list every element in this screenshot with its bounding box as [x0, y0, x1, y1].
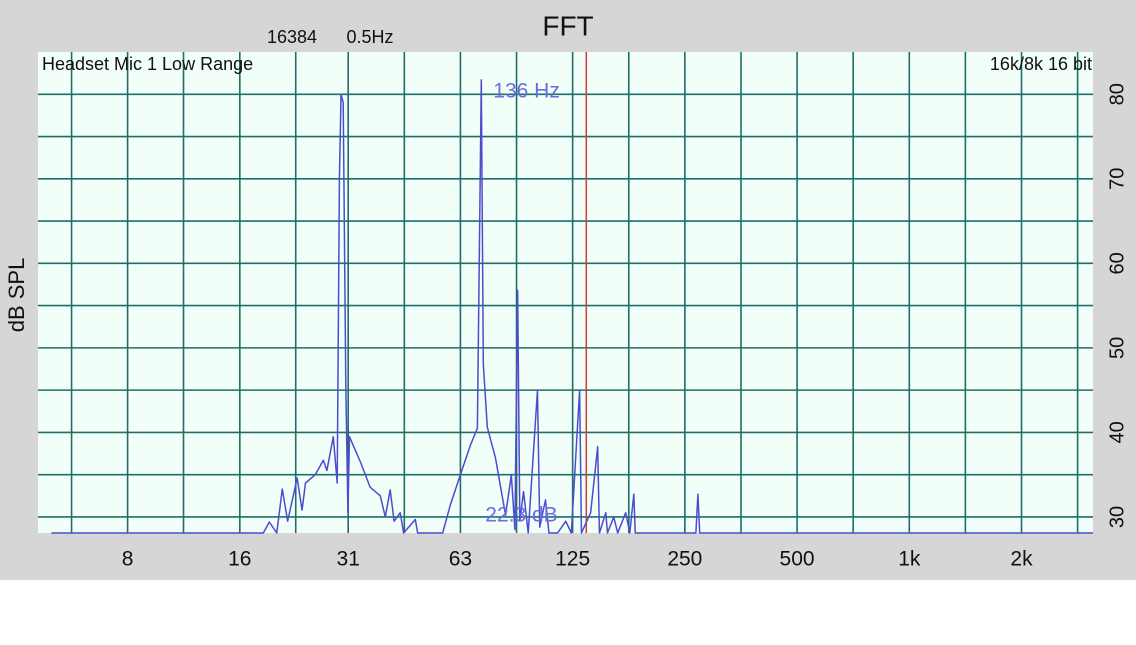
resolution: 0.5Hz — [346, 27, 393, 47]
x-tick-label: 1k — [898, 548, 921, 571]
x-tick-label: 16 — [228, 548, 251, 571]
y-tick-label: 80 — [1106, 83, 1128, 105]
y-axis-label: dB SPL — [4, 258, 29, 333]
x-tick-label: 2k — [1010, 548, 1033, 571]
x-tick-label: 31 — [337, 548, 360, 571]
y-tick-label: 30 — [1106, 506, 1128, 528]
x-tick-label: 500 — [780, 548, 815, 571]
y-tick-label: 50 — [1106, 337, 1128, 359]
x-tick-label: 8 — [122, 548, 134, 571]
y-tick-label: 70 — [1106, 168, 1128, 190]
x-tick-label: 250 — [667, 548, 702, 571]
fft-size: 16384 — [267, 27, 317, 47]
plot-background — [38, 52, 1093, 533]
device-label: Headset Mic 1 Low Range — [42, 54, 253, 74]
y-tick-label: 60 — [1106, 252, 1128, 274]
format-label: 16k/8k 16 bit — [990, 54, 1092, 74]
cursor-label: 136 Hz — [493, 80, 560, 103]
chart-title: FFT — [542, 10, 593, 41]
y-tick-label: 40 — [1106, 421, 1128, 443]
x-tick-label: 125 — [555, 548, 590, 571]
cursor-level-label: 22.3 dB — [485, 504, 557, 527]
x-tick-label: 63 — [449, 548, 472, 571]
spectrum-line — [51, 79, 1093, 534]
